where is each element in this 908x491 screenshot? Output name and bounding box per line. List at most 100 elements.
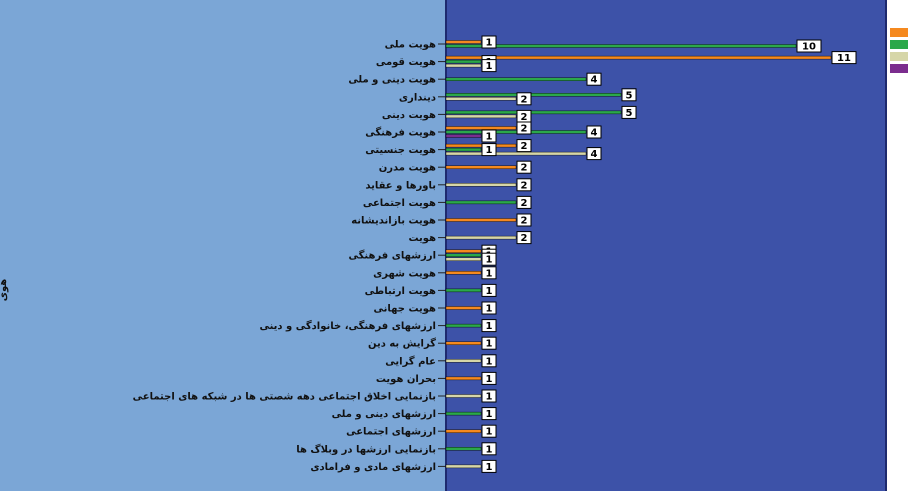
- value-label: 4: [591, 75, 598, 86]
- category-label: بازنمایی ارزشها در وبلاگ ها: [296, 442, 436, 455]
- value-label: 1: [486, 132, 493, 143]
- value-label: 5: [626, 108, 633, 119]
- bar: [445, 165, 517, 169]
- bar: [445, 130, 587, 134]
- value-label: 10: [802, 42, 816, 53]
- bars: [445, 40, 832, 469]
- value-label-box: [586, 72, 602, 86]
- value-label-box: [516, 231, 532, 245]
- value-label-box: [481, 354, 497, 368]
- bar: [445, 77, 587, 81]
- category-label: هویت جهانی: [374, 304, 437, 315]
- category-label: هویت مدرن: [379, 163, 436, 174]
- value-label: 1: [486, 356, 493, 367]
- category-label: هویت دینی و ملی: [348, 75, 436, 86]
- bar: [445, 359, 482, 363]
- bar: [445, 447, 482, 451]
- value-label: 1: [486, 444, 493, 455]
- value-label: 1: [486, 61, 493, 72]
- category-label: دینداری: [399, 92, 436, 103]
- category-labels: هویت ملی هویت قومی هویت دینی و ملی دینداری ه…: [133, 40, 446, 473]
- value-label-box: [516, 121, 532, 135]
- bar: [445, 114, 517, 119]
- value-label-box: [481, 442, 497, 456]
- bar: [445, 341, 482, 345]
- value-label-box: [831, 51, 857, 65]
- bar: [445, 253, 482, 257]
- value-label-box: [481, 424, 497, 438]
- bar: [445, 200, 517, 205]
- value-label-box: [481, 252, 497, 266]
- bar: [445, 257, 482, 261]
- bar: [445, 235, 517, 240]
- category-label: هویت فرهنگی: [365, 126, 436, 139]
- value-label-box: [516, 213, 532, 227]
- bar: [445, 143, 517, 148]
- bar: [445, 63, 482, 68]
- value-labels: 11011114525224121422222111111111111111: [481, 35, 857, 473]
- value-label: 2: [521, 124, 528, 135]
- category-label: هویت ارتباطی: [365, 286, 436, 297]
- value-label: 1: [486, 255, 493, 266]
- category-label: هویت ملی: [385, 40, 436, 51]
- value-label-box: [481, 459, 497, 473]
- value-label-box: [516, 92, 532, 106]
- legend-swatch: [890, 64, 908, 73]
- value-label-box: [481, 319, 497, 333]
- bar: [445, 218, 517, 222]
- value-label-box: [481, 283, 497, 297]
- value-label-box: [621, 88, 637, 102]
- bar: [445, 323, 482, 328]
- bar: [445, 271, 482, 275]
- bar: [445, 464, 482, 469]
- category-label: ارزشهای دینی و ملی: [332, 409, 436, 420]
- category-label: عام گرایی: [385, 354, 436, 367]
- value-label: 1: [486, 38, 493, 49]
- bar: [445, 151, 587, 156]
- category-label: هویت اجتماعی: [363, 198, 436, 209]
- value-label: 1: [486, 145, 493, 156]
- value-label: 1: [486, 427, 493, 438]
- value-label: 1: [486, 409, 493, 420]
- bar: [445, 44, 797, 48]
- value-label-box: [481, 336, 497, 350]
- bar: [445, 394, 482, 398]
- bar: [445, 110, 622, 115]
- category-label: ارزشهای مادی و فرامادی: [310, 462, 436, 473]
- legend-swatch: [890, 40, 908, 49]
- value-label: 4: [591, 149, 598, 160]
- value-label-box: [516, 195, 532, 209]
- value-label-box: [481, 35, 497, 49]
- value-label-box: [481, 301, 497, 315]
- value-label: 2: [521, 94, 528, 105]
- value-label: 1: [486, 392, 493, 403]
- value-label-box: [481, 371, 497, 385]
- bar: [445, 40, 482, 44]
- bar: [445, 134, 482, 138]
- value-label: 2: [521, 233, 528, 244]
- category-label: گرایش به دین: [368, 337, 436, 350]
- value-label: 2: [521, 180, 528, 191]
- value-label: 1: [486, 374, 493, 385]
- bar: [445, 306, 482, 310]
- bar: [445, 376, 482, 381]
- bar: [445, 93, 622, 97]
- category-label: هویت دینی: [382, 110, 436, 121]
- category-label: هویت بازاندیشانه: [351, 216, 436, 227]
- value-label-box: [481, 143, 497, 157]
- value-label: 2: [521, 216, 528, 227]
- category-label: هویت: [408, 233, 436, 244]
- value-label: 1: [486, 286, 493, 297]
- legend-swatch: [890, 52, 908, 61]
- category-label: هویت قومی: [376, 57, 436, 68]
- category-label: هویت جنسیتی: [365, 145, 436, 156]
- bar: [445, 126, 517, 130]
- value-label-box: [516, 178, 532, 192]
- plot-area: [446, 0, 886, 491]
- bar: [445, 97, 517, 101]
- value-label-box: [481, 407, 497, 421]
- value-label-box: [621, 105, 637, 119]
- category-label: بحران هویت: [376, 374, 436, 385]
